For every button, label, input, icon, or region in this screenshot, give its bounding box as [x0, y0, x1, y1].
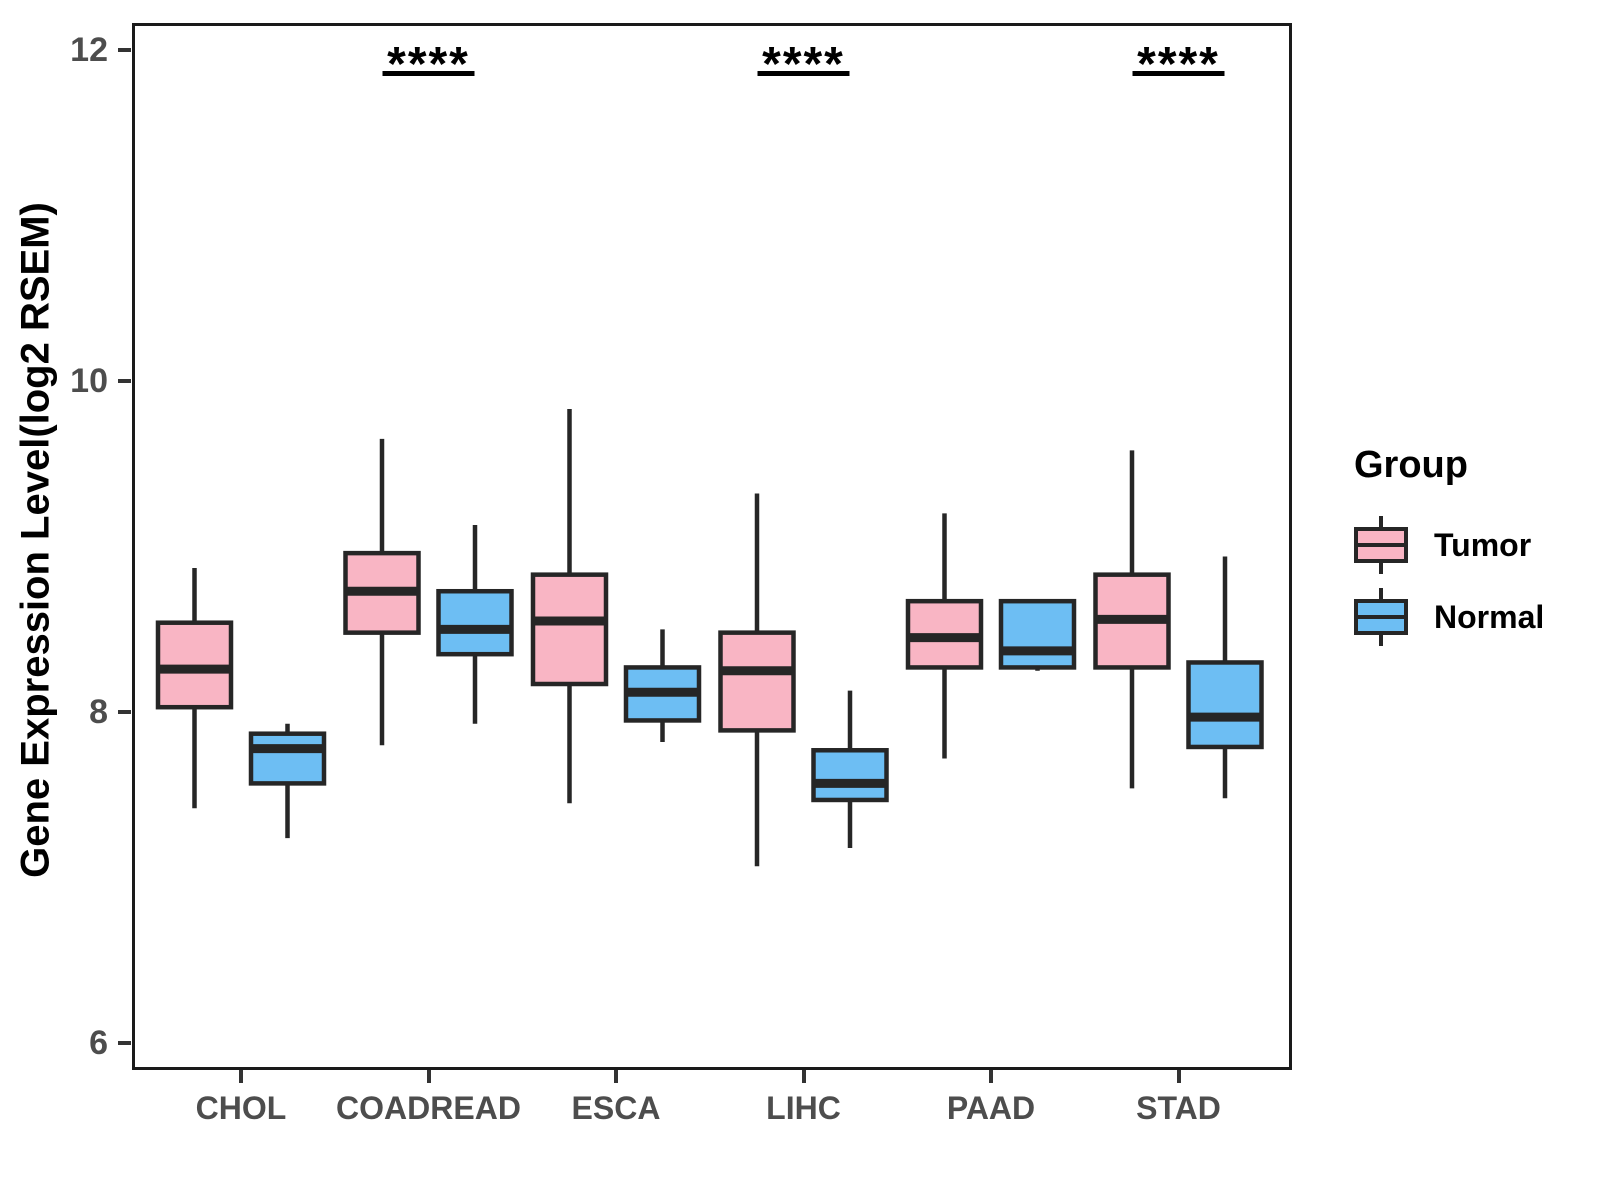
x-tick-label-coadread: COADREAD [336, 1090, 521, 1126]
box-normal-STAD [1186, 556, 1264, 799]
significance-label: **** [762, 38, 845, 91]
significance-marker-lihc: **** [757, 38, 850, 91]
significance-marker-stad: **** [1132, 38, 1225, 91]
x-tick-label-esca: ESCA [571, 1090, 661, 1126]
x-tick-mark [989, 1070, 993, 1083]
key-median [1358, 615, 1404, 619]
significance-bar [757, 71, 850, 76]
significance-marker-coadread: **** [382, 38, 475, 91]
y-tick-label: 12 [70, 30, 108, 69]
x-tick-mark [1176, 1070, 1181, 1083]
y-tick-label: 6 [89, 1024, 108, 1063]
y-tick-mark [118, 47, 131, 52]
legend-item-normal: Normal [1354, 581, 1544, 653]
x-tick-label-lihc: LIHC [766, 1090, 841, 1126]
significance-bar [1132, 71, 1225, 76]
y-axis-title: Gene Expression Level(log2 RSEM) [13, 202, 58, 878]
x-tick-label-stad: STAD [1136, 1090, 1221, 1126]
significance-label: **** [387, 38, 470, 91]
key-median [1358, 543, 1404, 547]
box-tumor-COADREAD [343, 438, 421, 746]
legend: Group Tumor Normal [1354, 444, 1544, 653]
y-tick-label: 10 [70, 361, 108, 400]
box-tumor-CHOL [155, 568, 234, 809]
boxplot-canvas: **** **** **** [155, 38, 1264, 867]
box-normal-CHOL [248, 723, 327, 839]
x-tick-mark [239, 1070, 243, 1083]
significance-bar [382, 71, 475, 76]
iqr-box [811, 748, 889, 803]
x-tick-mark [801, 1070, 806, 1083]
box-tumor-STAD [1093, 450, 1171, 789]
legend-label-tumor: Tumor [1434, 526, 1532, 563]
legend-item-tumor: Tumor [1354, 509, 1544, 581]
x-tick-mark [426, 1070, 431, 1083]
x-tick-label-chol: CHOL [195, 1090, 287, 1126]
box-normal-COADREAD [436, 524, 514, 724]
x-tick-label-paad: PAAD [946, 1090, 1036, 1126]
legend-title: Group [1354, 444, 1468, 486]
y-tick-mark [118, 1041, 131, 1046]
iqr-box [1186, 660, 1264, 750]
tumor-boxplot-key-glyph [1354, 516, 1408, 574]
legend-label-normal: Normal [1434, 598, 1545, 635]
box-normal-ESCA [623, 629, 702, 742]
box-tumor-ESCA [530, 408, 609, 804]
y-tick-mark [118, 378, 131, 383]
box-normal-LIHC [811, 690, 889, 849]
significance-label: **** [1137, 38, 1220, 91]
iqr-box [436, 588, 514, 657]
box-tumor-LIHC [718, 493, 796, 867]
y-tick-label: 8 [89, 693, 108, 732]
normal-boxplot-key-glyph [1354, 588, 1408, 646]
box-normal-PAAD [998, 598, 1077, 671]
plot-panel: **** **** **** [132, 23, 1292, 1070]
x-tick-mark [614, 1070, 618, 1083]
y-tick-mark [118, 710, 131, 715]
iqr-box [248, 731, 327, 786]
iqr-box [718, 630, 796, 733]
iqr-box [998, 598, 1077, 670]
box-tumor-PAAD [905, 513, 984, 759]
iqr-box [530, 572, 609, 687]
